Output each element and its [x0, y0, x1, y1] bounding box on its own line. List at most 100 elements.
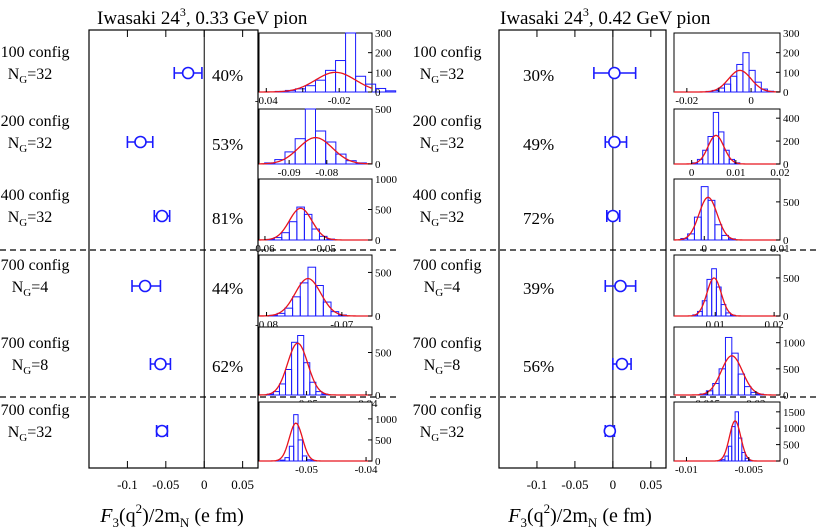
row-percentage: 39%	[523, 279, 554, 298]
row-config-label: 700 config	[1, 335, 70, 352]
x-tick-label: -0.05	[561, 477, 588, 492]
plot-frame	[498, 29, 667, 469]
row-config-label: 400 config	[413, 187, 482, 204]
histogram-x-tick-label: -0.02	[675, 95, 698, 107]
data-point	[614, 279, 627, 293]
gaussian-fit	[674, 355, 780, 396]
x-axis-label: F3(q2)/2mN (e fm)	[507, 501, 651, 530]
histogram-y-tick-label: 0	[375, 87, 381, 99]
histogram-y-tick-label: 1000	[783, 423, 806, 435]
data-point	[608, 135, 621, 149]
histogram-bin	[720, 304, 727, 317]
histogram-bin	[714, 224, 723, 241]
x-tick-label: 0.05	[639, 477, 662, 492]
histogram-x-tick-label: -0.05	[295, 464, 318, 476]
histogram-bin	[280, 459, 286, 462]
histogram-bin	[345, 32, 357, 93]
histogram-y-tick-label: 0	[783, 159, 789, 171]
histogram-bin	[297, 439, 303, 462]
histogram-y-tick-label: 1000	[375, 414, 398, 426]
histogram-x-tick-label: -0.05	[313, 243, 336, 255]
histogram-x-tick-label: 0.02	[770, 167, 789, 179]
panel-2: Iwasaki 243, 0.42 GeV pion -0.1 -0.05 0 0.05…	[413, 5, 817, 530]
data-point	[181, 66, 195, 80]
data-point	[154, 357, 167, 371]
histogram-y-tick-label: 200	[783, 48, 800, 60]
histogram-6: -0.05 -0.040 500 1000	[258, 401, 398, 476]
row-percentage: 49%	[523, 135, 554, 154]
row-ng-label: NG=32	[8, 135, 53, 155]
histogram-bin	[315, 285, 324, 317]
gaussian-fit	[258, 342, 372, 396]
row-config-label: 200 config	[1, 113, 70, 130]
histogram-y-tick-label: 200	[783, 136, 800, 148]
x-tick-label: -0.05	[152, 477, 179, 492]
histogram-x-tick-label: 0	[689, 167, 695, 179]
row-config-label: 700 config	[1, 257, 70, 274]
histogram-y-tick-label: 500	[375, 267, 392, 279]
row-config-label: 200 config	[413, 113, 482, 130]
histogram-y-tick-label: 0	[783, 390, 789, 402]
row-percentage: 40%	[212, 66, 243, 85]
histogram-frame	[673, 32, 781, 93]
histogram-x-tick-label: -0.09	[278, 167, 301, 179]
row-ng-label: NG=32	[8, 209, 53, 229]
histogram-bin	[737, 437, 743, 462]
row-ng-label: NG=8	[12, 357, 49, 377]
histogram-3: 0.06 -0.05 0 500 1000	[255, 174, 397, 255]
x-tick-label: 0.05	[231, 477, 254, 492]
histogram-bin	[725, 312, 732, 317]
x-axis-label: F3(q2)/2mN (e fm)	[99, 501, 243, 530]
histogram-y-tick-label: 400	[783, 113, 800, 125]
row-config-label: 100 config	[1, 44, 70, 61]
histogram-bin	[748, 69, 756, 93]
histogram-frame	[258, 178, 373, 241]
histogram-y-tick-label: 300	[375, 28, 392, 40]
histogram-y-tick-label: 500	[375, 348, 392, 360]
histogram-y-tick-label: 100	[783, 67, 800, 79]
row-percentage: 62%	[212, 357, 243, 376]
row-ng-label: NG=32	[420, 135, 465, 155]
histogram-bin	[737, 373, 746, 396]
histogram-frame	[673, 108, 781, 165]
histogram-y-tick-label: 500	[783, 440, 800, 452]
histogram-y-tick-label: 1000	[783, 338, 806, 350]
histogram-frame	[258, 401, 373, 462]
histogram-y-tick-label: 0	[783, 456, 789, 468]
histogram-bin	[741, 451, 746, 462]
histogram-bin	[293, 414, 299, 462]
row-ng-label: NG=32	[420, 66, 465, 86]
data-point	[155, 424, 169, 438]
histogram-bin	[734, 411, 739, 462]
gaussian-fit	[674, 69, 781, 93]
histogram-y-tick-label: 500	[783, 197, 800, 209]
histogram-frame	[673, 326, 781, 396]
gaussian-fit	[673, 196, 780, 241]
histogram-x-tick-label: -0.005	[735, 464, 764, 476]
histogram-bin	[721, 234, 730, 241]
x-tick-label: -0.1	[117, 477, 138, 492]
histogram-y-tick-label: 200	[375, 48, 392, 60]
row-percentage: 81%	[212, 209, 243, 228]
data-point	[608, 66, 621, 80]
row-percentage: 30%	[523, 66, 554, 85]
row-ng-label: NG=4	[424, 279, 461, 299]
histogram-x-tick-label: 0	[702, 243, 708, 255]
row-ng-label: NG=8	[424, 357, 461, 377]
histogram-y-tick-label: 100	[375, 67, 392, 79]
histogram-y-tick-label: 500	[783, 364, 800, 376]
gaussian-fit	[258, 207, 372, 241]
data-point	[615, 357, 629, 371]
row-config-label: 700 config	[413, 402, 482, 419]
histogram-y-tick-label: 0	[375, 456, 381, 468]
histogram-x-tick-label: -0.01	[675, 464, 698, 476]
histogram-y-tick-label: 500	[375, 435, 392, 447]
row-ng-label: NG=4	[12, 279, 49, 299]
histogram-bin	[750, 391, 758, 396]
x-tick-label: 0	[201, 477, 208, 492]
row-config-label: 700 config	[1, 402, 70, 419]
panel-title: Iwasaki 243, 0.33 GeV pion	[97, 5, 308, 29]
histogram-x-tick-label: 0.01	[770, 243, 789, 255]
